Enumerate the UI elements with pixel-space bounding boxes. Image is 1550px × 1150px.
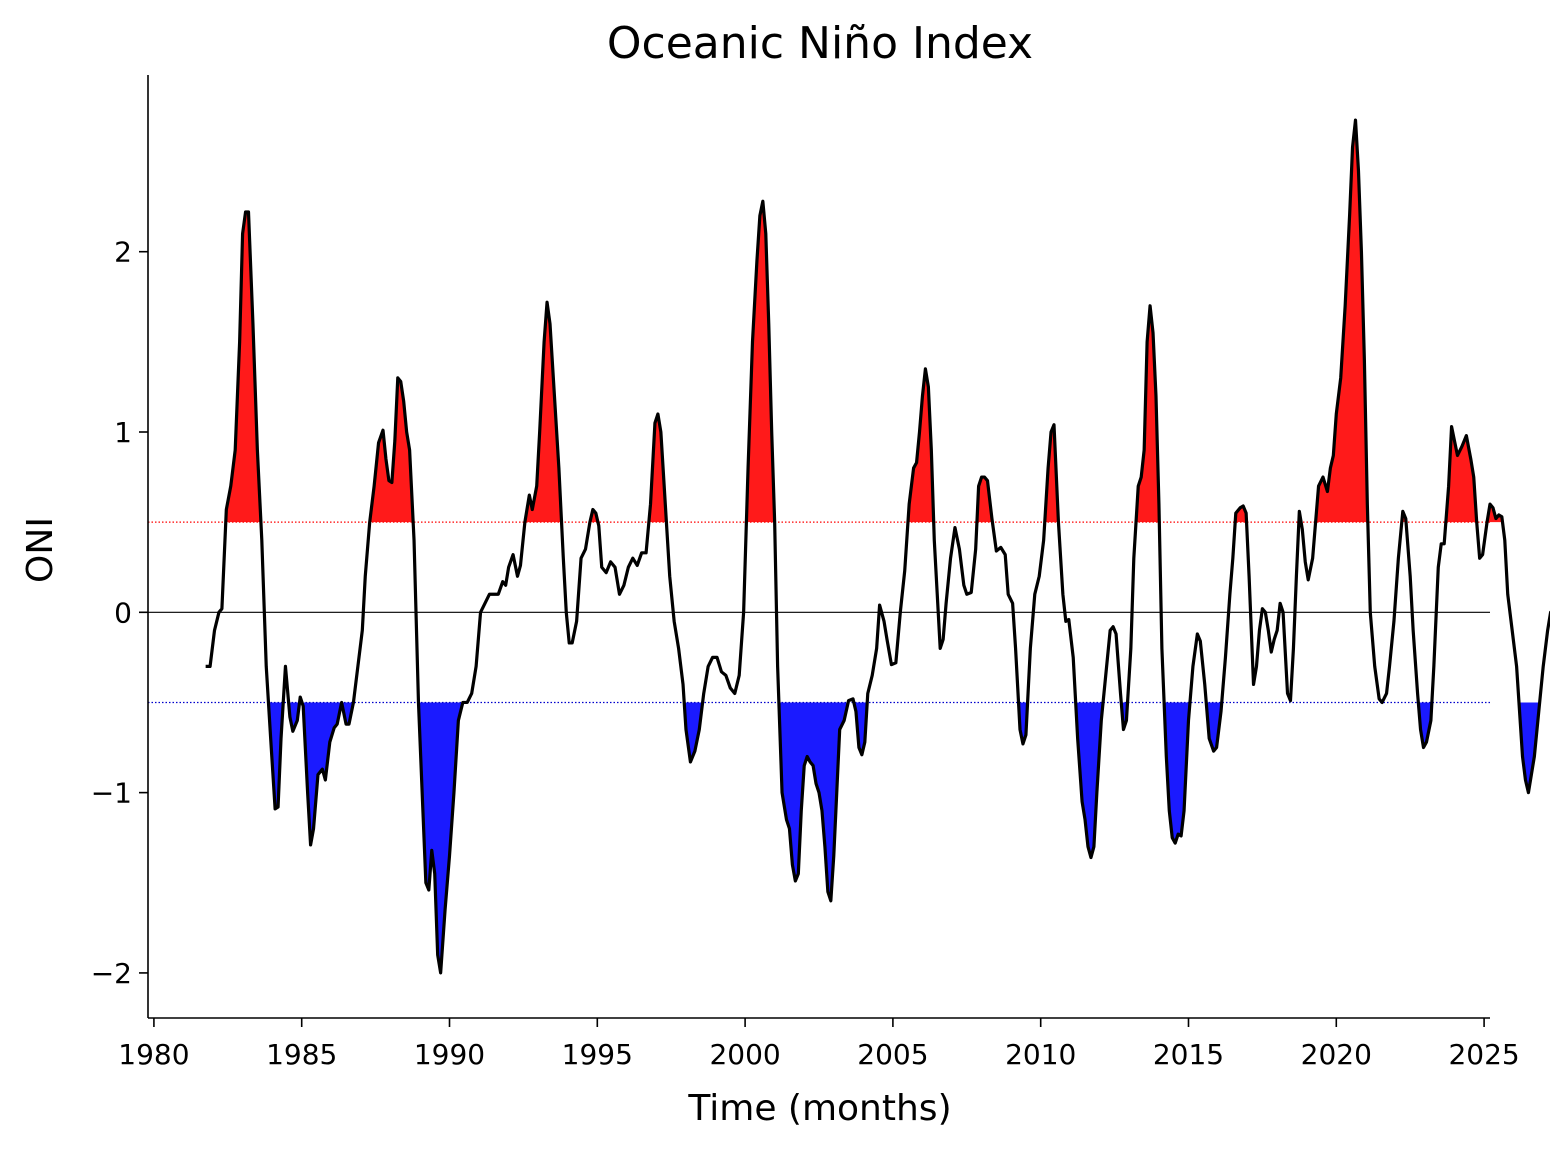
la-nina-fill-4 xyxy=(341,702,354,725)
x-axis-ticks: 1980 1985 1990 1995 2000 2005 2010 2015 2020 2025 xyxy=(118,1018,1520,1071)
y-axis-label: ONI xyxy=(20,517,61,583)
la-nina-fill-10 xyxy=(1075,702,1104,858)
y-tick-label-1: 1 xyxy=(114,416,132,449)
y-tick-label-2: 2 xyxy=(114,236,132,269)
el-nino-fill-8 xyxy=(976,477,993,523)
y-tick-label--1: −1 xyxy=(91,777,132,810)
el-nino-fill-1 xyxy=(225,212,261,523)
y-tick-label-0: 0 xyxy=(114,596,132,629)
la-nina-fill-5 xyxy=(418,702,463,973)
x-axis-label: Time (months) xyxy=(687,1088,951,1129)
y-axis-ticks: −2 −1 0 1 2 xyxy=(91,236,148,990)
x-tick-label-2010: 2010 xyxy=(1005,1038,1076,1071)
el-nino-fill-7 xyxy=(907,368,934,523)
el-nino-fill-2 xyxy=(369,377,414,523)
la-nina-fill-2 xyxy=(288,702,300,732)
la-nina-fill-7 xyxy=(778,702,849,901)
y-tick-label--2: −2 xyxy=(91,957,132,990)
la-nina-fill-3 xyxy=(302,702,342,845)
oni-series-line xyxy=(205,118,1550,975)
el-nino-fill-6 xyxy=(746,201,775,523)
x-tick-label-1985: 1985 xyxy=(266,1038,337,1071)
x-tick-label-1980: 1980 xyxy=(118,1038,189,1071)
x-tick-label-2000: 2000 xyxy=(709,1038,780,1071)
la-nina-fill-15 xyxy=(1518,702,1540,793)
el-nino-fill-5 xyxy=(648,413,667,523)
chart-title: Oceanic Niño Index xyxy=(607,18,1033,69)
x-tick-label-2015: 2015 xyxy=(1153,1038,1224,1071)
el-nino-fill-3 xyxy=(524,302,562,523)
x-tick-label-1990: 1990 xyxy=(414,1038,485,1071)
la-nina-fill-1 xyxy=(268,702,284,809)
x-tick-label-2025: 2025 xyxy=(1448,1038,1519,1071)
x-tick-label-1995: 1995 xyxy=(562,1038,633,1071)
anomaly-fills xyxy=(225,120,1540,973)
x-tick-label-2020: 2020 xyxy=(1301,1038,1372,1071)
el-nino-fill-13 xyxy=(1315,120,1368,523)
x-tick-label-2005: 2005 xyxy=(857,1038,928,1071)
